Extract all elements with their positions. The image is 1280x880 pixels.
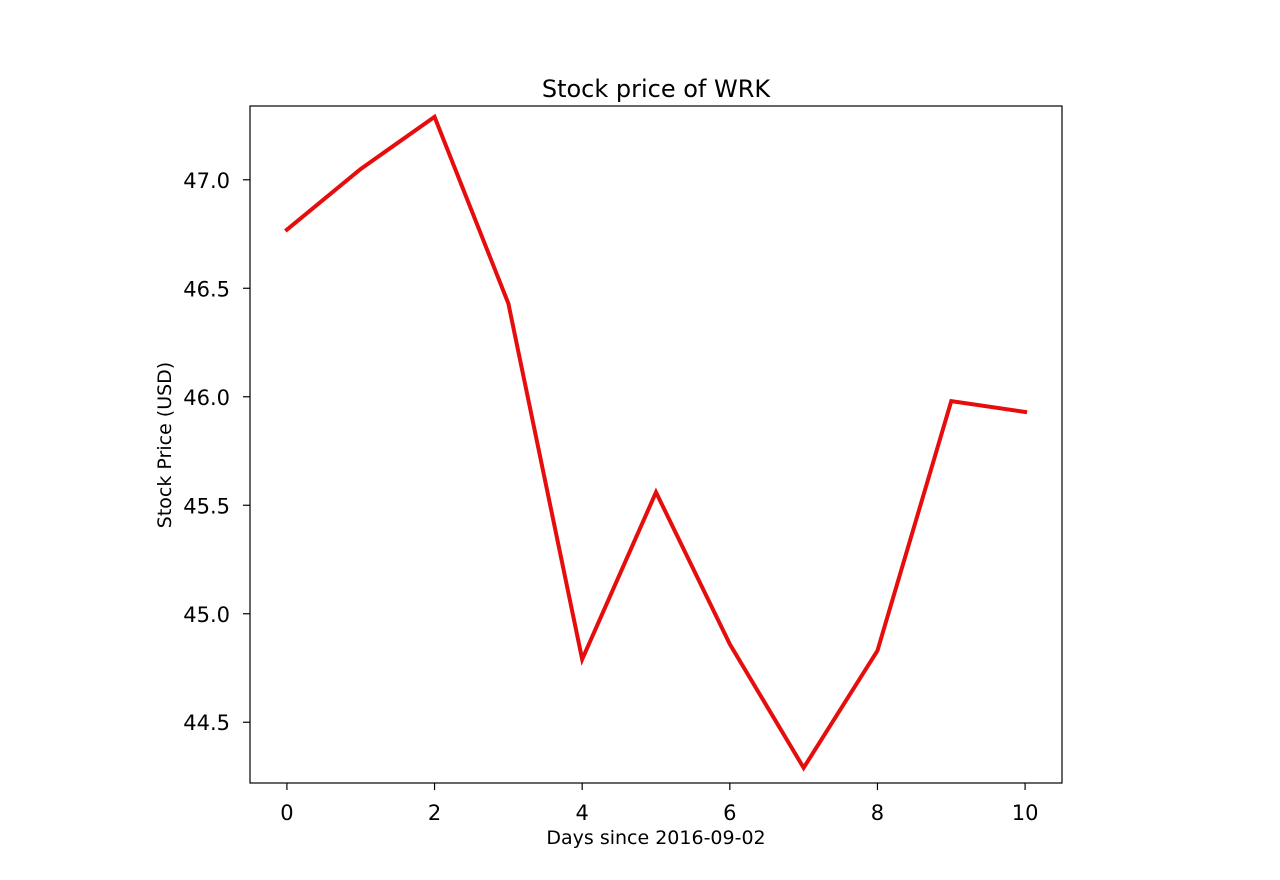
y-tick-label: 46.5	[183, 277, 230, 301]
y-tick-label: 47.0	[183, 169, 230, 193]
x-tick-label: 0	[280, 801, 293, 825]
y-tick-label: 45.0	[183, 603, 230, 627]
plot-frame	[249, 105, 1063, 784]
x-tick-label: 4	[575, 801, 588, 825]
y-axis: 44.5 45.0 45.5 46.0 46.5 47.0	[183, 169, 250, 735]
x-tick-label: 6	[723, 801, 736, 825]
x-axis-label: Days since 2016-09-02	[546, 827, 765, 849]
y-tick-label: 46.0	[183, 386, 230, 410]
chart-title: Stock price of WRK	[542, 75, 772, 103]
y-axis-label: Stock Price (USD)	[154, 362, 176, 528]
plot-area	[284, 113, 1028, 772]
y-tick-label: 44.5	[183, 711, 230, 735]
x-axis: 0 2 4 6 8 10	[280, 783, 1038, 825]
series-line-0	[284, 113, 1028, 772]
x-tick-label: 2	[428, 801, 441, 825]
x-tick-label: 8	[871, 801, 884, 825]
x-tick-label: 10	[1012, 801, 1039, 825]
y-tick-label: 45.5	[183, 494, 230, 518]
